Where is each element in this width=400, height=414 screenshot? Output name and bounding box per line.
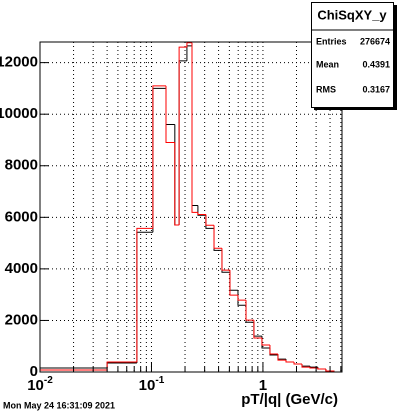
y-tick-label: 4000: [5, 260, 38, 277]
histogram-bin: [277, 353, 286, 361]
histogram-bin: [165, 85, 175, 144]
histogram-bin: [213, 225, 222, 249]
stats-label: RMS: [316, 84, 336, 94]
histogram-bin: [293, 361, 302, 365]
y-tick-label: 2000: [5, 311, 38, 328]
histogram-bin: [237, 295, 247, 301]
histogram-bin: [229, 270, 238, 296]
histogram-bin: [285, 360, 295, 363]
histogram-bin: [317, 368, 326, 370]
histogram-bin: [261, 337, 270, 346]
stats-box: ChiSqXY_y Entries 276674 Mean 0.4391 RMS…: [311, 2, 397, 110]
y-tick-label: 12000: [0, 54, 38, 71]
histogram-bin: [152, 85, 166, 229]
x-tick-label: 10-1: [139, 375, 165, 394]
histogram-bin: [205, 214, 215, 226]
histogram-bin: [269, 345, 278, 355]
histogram-bin: [197, 212, 206, 215]
x-tick-label: 1: [259, 377, 267, 394]
stats-frame: [311, 2, 394, 108]
histogram-bin: [301, 364, 310, 368]
histogram-bin: [309, 367, 318, 369]
stats-label: Entries: [316, 36, 347, 46]
y-tick-label: 6000: [5, 208, 38, 225]
histogram-bin: [178, 46, 187, 226]
histogram-bin: [253, 320, 262, 339]
y-tick-label: 8000: [5, 157, 38, 174]
histogram-bin: [191, 42, 198, 213]
histogram-bin: [186, 42, 193, 48]
x-axis-label: pT/|q| (GeV/c): [241, 391, 338, 408]
stats-value: 276674: [360, 36, 390, 46]
histogram-bin: [174, 142, 180, 226]
histogram-bin: [197, 205, 206, 216]
plot-frame: [39, 41, 343, 373]
axes: 0 2000 4000 6000 8000 10000 12000 10-2 10-1 1: [0, 54, 342, 394]
stats-title: ChiSqXY_y: [317, 7, 387, 22]
stats-shadow: [394, 5, 397, 110]
timestamp: Mon May 24 16:31:09 2021: [3, 400, 115, 410]
histograms: [39, 42, 335, 372]
histogram-bin: [136, 227, 153, 362]
x-tick-label: 10-2: [27, 375, 53, 394]
stats-shadow: [314, 108, 397, 110]
stats-value: 0.4391: [362, 59, 390, 69]
y-tick-label: 10000: [0, 105, 38, 122]
stats-value: 0.3167: [362, 84, 390, 94]
y-tick-label: 0: [30, 363, 38, 380]
histogram-bin: [245, 300, 254, 321]
stats-label: Mean: [316, 59, 339, 69]
histogram-bin: [221, 248, 230, 271]
